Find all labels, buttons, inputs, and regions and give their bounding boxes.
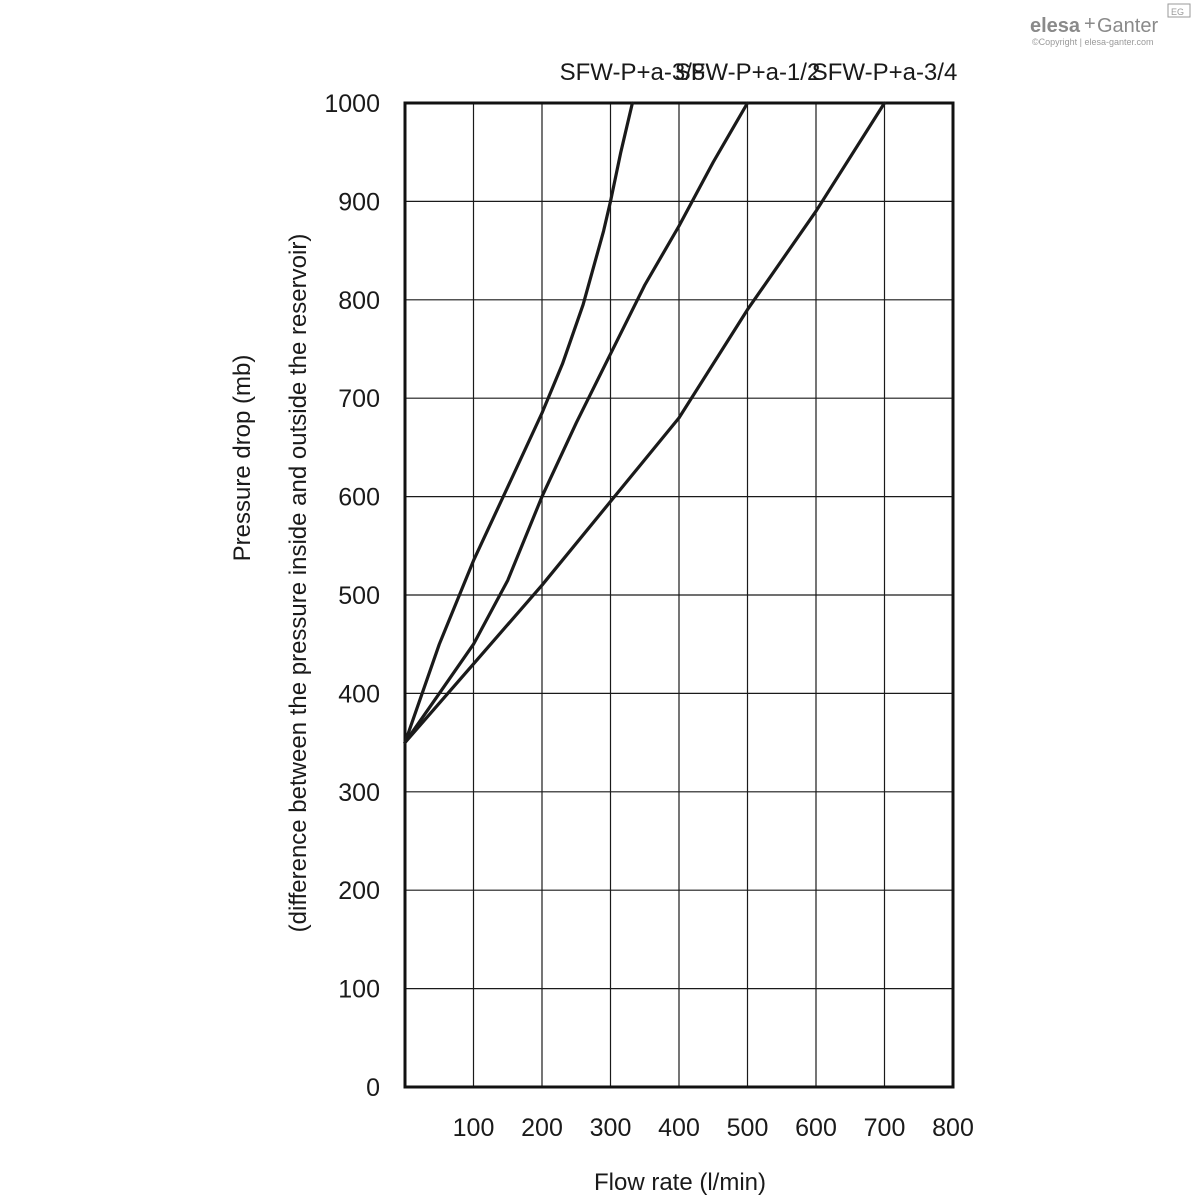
x-tick-label: 400 bbox=[658, 1114, 700, 1142]
grid bbox=[405, 103, 953, 1087]
y-tick-labels: 0 100 200 300 400 500 600 700 800 900 1000 bbox=[324, 90, 380, 1102]
y-tick-label: 600 bbox=[338, 484, 380, 512]
x-tick-label: 100 bbox=[453, 1114, 495, 1142]
y-axis-title: Pressure drop (mb) bbox=[229, 355, 256, 562]
x-tick-label: 800 bbox=[932, 1114, 974, 1142]
logo-brand-right: Ganter bbox=[1097, 15, 1158, 37]
series-lines bbox=[403, 101, 887, 745]
series-label-3: SFW-P+a-3/4 bbox=[812, 59, 958, 86]
y-tick-label: 1000 bbox=[324, 90, 380, 118]
x-axis-title: Flow rate (l/min) bbox=[594, 1169, 766, 1196]
x-tick-label: 300 bbox=[590, 1114, 632, 1142]
y-tick-label: 300 bbox=[338, 779, 380, 807]
series-label-1: SFW-P+a-3/8 bbox=[560, 59, 706, 86]
plot-frame bbox=[403, 101, 955, 1089]
y-tick-label: 200 bbox=[338, 877, 380, 905]
brand-logo: elesa + Ganter EG ©Copyright | elesa-gan… bbox=[1030, 3, 1191, 47]
x-tick-label: 200 bbox=[521, 1114, 563, 1142]
x-tick-label: 700 bbox=[864, 1114, 906, 1142]
y-tick-label: 0 bbox=[366, 1074, 380, 1102]
y-tick-label: 900 bbox=[338, 188, 380, 216]
logo-brand-left: elesa bbox=[1030, 15, 1081, 37]
series-line-1 bbox=[403, 101, 634, 745]
y-tick-label: 500 bbox=[338, 582, 380, 610]
y-tick-label: 700 bbox=[338, 385, 380, 413]
logo-copyright: ©Copyright | elesa-ganter.com bbox=[1032, 37, 1154, 47]
logo-badge-box bbox=[1167, 3, 1191, 18]
y-tick-label: 100 bbox=[338, 976, 380, 1004]
y-axis-subtitle: (difference between the pressure inside … bbox=[285, 234, 312, 933]
x-tick-label: 500 bbox=[727, 1114, 769, 1142]
logo-brand-plus: + bbox=[1084, 13, 1096, 35]
series-line-3 bbox=[403, 101, 887, 745]
plot-border bbox=[403, 101, 955, 1089]
x-tick-labels: 100 200 300 400 500 600 700 800 bbox=[453, 1114, 974, 1142]
series-label-2: SFW-P+a-1/2 bbox=[675, 59, 821, 86]
x-tick-label: 600 bbox=[795, 1114, 837, 1142]
y-tick-label: 800 bbox=[338, 287, 380, 315]
y-tick-label: 400 bbox=[338, 680, 380, 708]
logo-badge: EG bbox=[1171, 7, 1184, 17]
series-line-2 bbox=[403, 101, 750, 745]
